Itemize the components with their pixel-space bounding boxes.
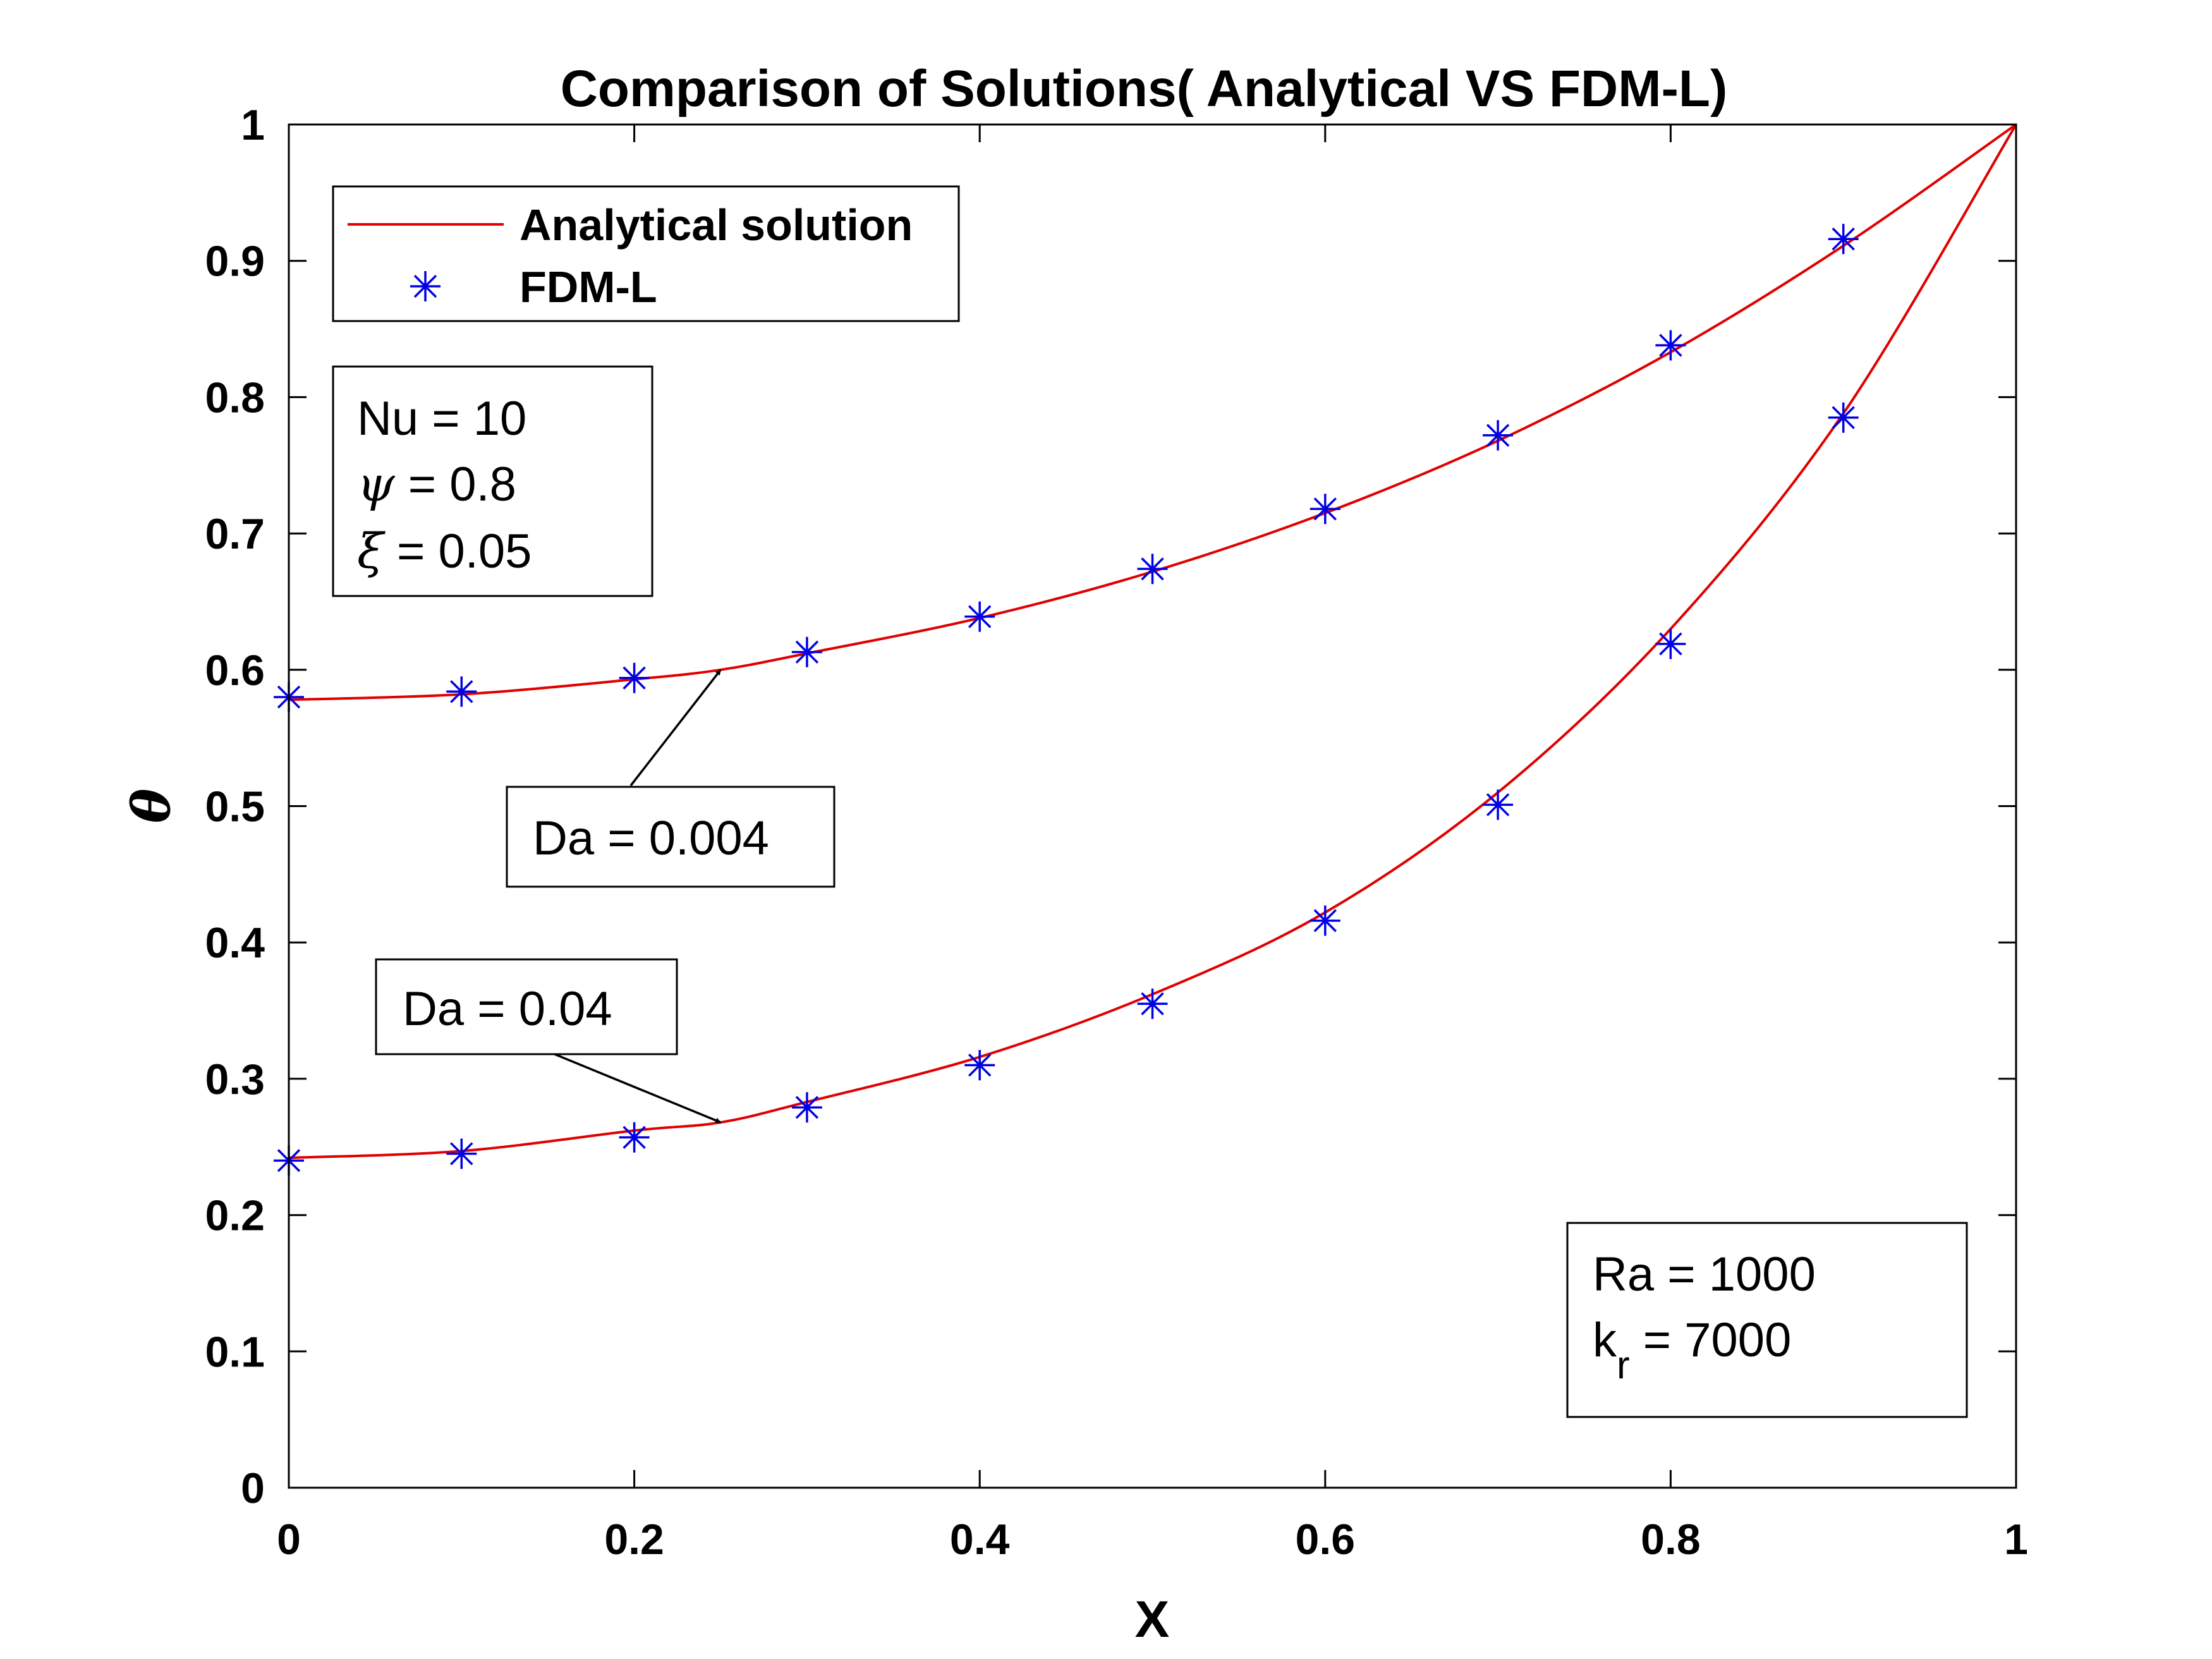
kr-k: k xyxy=(1593,1313,1617,1367)
param-nu: Nu = 10 xyxy=(357,392,526,446)
ra-box: Ra = 1000 kr = 7000 xyxy=(1566,1222,1968,1418)
analytical-curve-1 xyxy=(288,123,2017,702)
fdm-point-1-4 xyxy=(791,636,822,667)
fdm-point-1-8 xyxy=(1483,420,1514,451)
param-kr: kr = 7000 xyxy=(1593,1313,1791,1387)
x-tick-label: 0.2 xyxy=(604,1516,664,1564)
kr-subscript: r xyxy=(1617,1344,1630,1387)
fdm-point-2-3 xyxy=(619,1122,650,1153)
legend-asterisk xyxy=(410,271,441,301)
plot-marks xyxy=(274,123,2017,1176)
params-box: Nu = 10 ψ = 0.8 ξ = 0.05 xyxy=(332,365,653,597)
fdm-point-2-5 xyxy=(964,1050,995,1081)
fdm-point-1-10 xyxy=(1828,224,1859,255)
param-ra: Ra = 1000 xyxy=(1593,1248,1816,1301)
axis-ticks xyxy=(288,123,2017,1489)
fdm-point-2-9 xyxy=(1655,628,1686,659)
kr-value: = 7000 xyxy=(1630,1313,1792,1367)
chart-title: Comparison of Solutions( Analytical VS F… xyxy=(561,60,1728,118)
x-tick-label: 0 xyxy=(277,1516,301,1564)
da-lower-label: Da = 0.04 xyxy=(403,982,612,1036)
fdm-point-1-7 xyxy=(1310,494,1340,525)
legend: Analytical solution FDM-L xyxy=(332,185,960,322)
y-tick-label: 0.8 xyxy=(205,374,265,422)
y-tick-labels: 0 0.1 0.2 0.3 0.4 0.5 0.6 0.7 0.8 0.9 1 xyxy=(205,101,265,1512)
fdm-point-2-10 xyxy=(1828,402,1859,433)
fdm-point-1-2 xyxy=(446,676,477,707)
x-tick-label: 0.6 xyxy=(1296,1516,1356,1564)
y-tick-label: 0.6 xyxy=(205,647,265,695)
fdm-point-2-8 xyxy=(1483,789,1514,820)
fdm-point-1-6 xyxy=(1137,554,1168,585)
x-tick-label: 0.4 xyxy=(950,1516,1010,1564)
fdm-point-2-4 xyxy=(791,1092,822,1123)
y-tick-label: 0 xyxy=(241,1464,265,1512)
legend-box xyxy=(332,185,960,322)
da-lower-box xyxy=(375,958,678,1055)
y-tick-label: 1 xyxy=(241,101,265,149)
fdm-point-2-6 xyxy=(1137,988,1168,1019)
x-tick-labels: 0 0.2 0.4 0.6 0.8 1 xyxy=(277,1516,2028,1564)
legend-label-analytical: Analytical solution xyxy=(520,200,913,250)
fdm-point-2-2 xyxy=(446,1138,477,1169)
annotation-da-upper: Da = 0.004 xyxy=(506,669,836,888)
y-tick-label: 0.2 xyxy=(205,1192,265,1240)
legend-asterisk-swatch xyxy=(410,271,441,301)
arrow-da-lower xyxy=(552,1052,722,1124)
annotation-da-lower: Da = 0.04 xyxy=(375,958,722,1124)
y-tick-label: 0.5 xyxy=(205,783,265,831)
y-tick-label: 0.7 xyxy=(205,510,265,558)
y-axis-label: θ xyxy=(121,788,182,823)
x-axis-label: X xyxy=(1135,1591,1170,1648)
xi-value: = 0.05 xyxy=(384,525,532,578)
param-xi: ξ = 0.05 xyxy=(357,523,532,579)
arrow-da-upper xyxy=(629,669,722,787)
fdm-point-2-7 xyxy=(1310,905,1340,936)
x-tick-label: 1 xyxy=(2004,1516,2028,1564)
fdm-point-1-9 xyxy=(1655,330,1686,361)
y-tick-label: 0.3 xyxy=(205,1055,265,1103)
fdm-point-1-5 xyxy=(964,601,995,632)
fdm-point-1-3 xyxy=(619,662,650,693)
y-tick-label: 0.4 xyxy=(205,919,265,967)
psi-symbol: ψ xyxy=(357,456,396,512)
da-upper-label: Da = 0.004 xyxy=(533,811,769,865)
da-upper-box xyxy=(506,786,836,888)
legend-label-fdm: FDM-L xyxy=(520,262,657,312)
y-tick-label: 0.1 xyxy=(205,1328,265,1376)
x-tick-label: 0.8 xyxy=(1641,1516,1701,1564)
y-tick-label: 0.9 xyxy=(205,238,265,286)
ra-box-frame xyxy=(1566,1222,1968,1418)
xi-symbol: ξ xyxy=(357,523,386,579)
psi-value: = 0.8 xyxy=(395,458,516,511)
params-box-frame xyxy=(332,365,653,597)
param-psi: ψ = 0.8 xyxy=(357,456,516,512)
